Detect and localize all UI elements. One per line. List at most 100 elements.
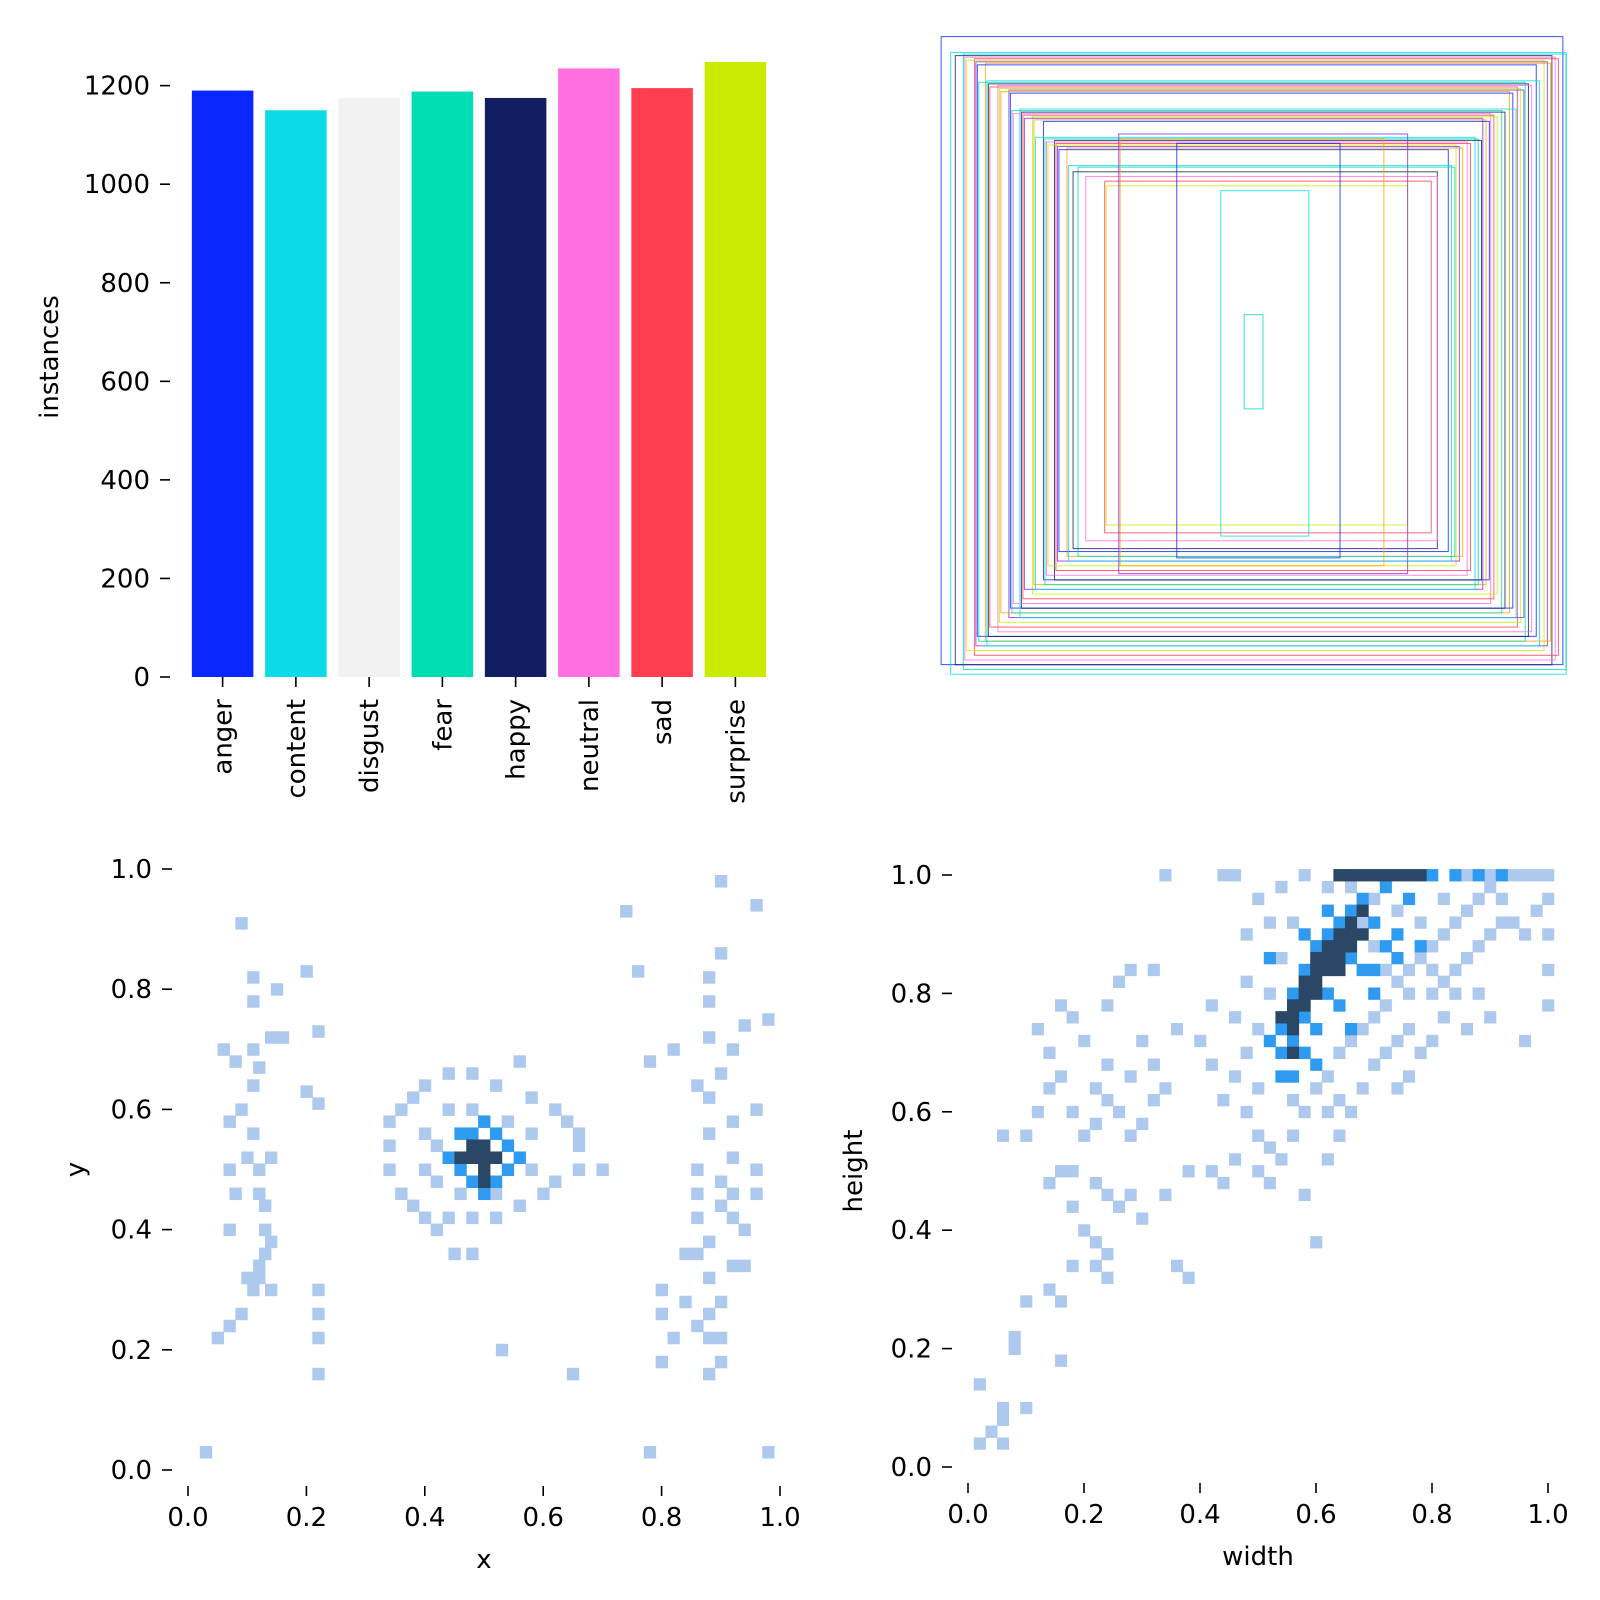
heatmap-cell (1229, 1153, 1242, 1166)
heatmap-cell (418, 1079, 432, 1092)
heatmap-cell (1333, 963, 1346, 977)
y-axis-label: height (839, 1130, 869, 1213)
heatmap-cell (247, 971, 260, 984)
heatmap-cell (1403, 987, 1416, 1000)
x-tick-label: 0.2 (286, 1503, 327, 1533)
heatmap-cell (1171, 1259, 1184, 1273)
heatmap-cell (1055, 1354, 1068, 1367)
heatmap-cell (1379, 940, 1392, 953)
heatmap-cell (1287, 999, 1300, 1012)
y-tick-label: 0.4 (891, 1216, 932, 1246)
heatmap-cell (1495, 892, 1508, 906)
heatmap-cell (1379, 1046, 1392, 1060)
heatmap-cell (1252, 1082, 1265, 1095)
heatmap-cell (1368, 892, 1381, 906)
heatmap-cell (1287, 987, 1300, 1000)
heatmap-cell (1298, 1011, 1311, 1024)
heatmap-cell (726, 1115, 740, 1128)
heatmap-cell (738, 1259, 751, 1273)
heatmap-cell (1356, 892, 1369, 906)
bounding-box (1104, 180, 1432, 534)
heatmap-cell (1310, 987, 1323, 1000)
heatmap-cell (1287, 1070, 1300, 1083)
heatmap-cell (997, 1437, 1010, 1450)
heatmap-cell (1507, 869, 1520, 882)
bar-surprise (704, 61, 767, 678)
heatmap-cell (1229, 1070, 1242, 1083)
heatmap-cell (1426, 963, 1439, 977)
heatmap-cell (1205, 1058, 1218, 1071)
heatmap-cell (1345, 951, 1358, 965)
heatmap-cell (1321, 951, 1334, 965)
heatmap-cell (1043, 1082, 1056, 1095)
heatmap-cell (1310, 940, 1323, 953)
heatmap-cell (1310, 1082, 1323, 1095)
bounding-box (1034, 136, 1476, 590)
x-tick-label-fear: fear (428, 699, 458, 751)
x-tick-label: 1.0 (759, 1503, 800, 1533)
heatmap-cell (1136, 1117, 1149, 1131)
heatmap-cell (1437, 892, 1450, 906)
heatmap-cell (1275, 951, 1288, 965)
heatmap-cell (1298, 928, 1311, 941)
heatmap-cell (1356, 928, 1369, 941)
heatmap-cell (247, 1079, 260, 1092)
heatmap-cell (495, 1343, 509, 1357)
width-height-heatmap: 0.0 0.0 0.2 0.2 0.4 0.4 0.6 0.6 0.8 0.8 1.0 1.0 widt… (839, 861, 1569, 1572)
heatmap-cell (1298, 987, 1311, 1000)
heatmap-cell (442, 1067, 455, 1080)
heatmap-cell (667, 1331, 680, 1345)
heatmap-cell (1391, 1034, 1404, 1048)
heatmap-cell (1321, 928, 1334, 941)
heatmap-cell (1461, 951, 1474, 965)
heatmap-cell (703, 1307, 716, 1321)
heatmap-cell (1147, 1058, 1160, 1071)
heatmap-cell (1159, 1082, 1172, 1095)
heatmap-cell (525, 1127, 538, 1140)
bounding-box (1077, 166, 1456, 557)
heatmap-cell (442, 1103, 455, 1116)
heatmap-cell (1008, 1330, 1021, 1344)
heatmap-cell (247, 1283, 260, 1297)
heatmap-cell (501, 1115, 515, 1128)
heatmap-cell (655, 1355, 669, 1369)
heatmap-cell (703, 1367, 716, 1381)
x-tick-label-happy: happy (502, 699, 532, 780)
x-tick-label: 1.0 (1527, 1500, 1568, 1530)
heatmap-cell (466, 1139, 479, 1152)
heatmap-cell (247, 1043, 260, 1056)
heatmap-cell (1263, 951, 1276, 965)
heatmap-cell (1368, 963, 1381, 977)
heatmap-cell (1101, 1058, 1114, 1071)
heatmap-cell (395, 1187, 408, 1201)
heatmap-cell (478, 1187, 491, 1201)
bounding-box (954, 55, 1553, 666)
bounding-box (987, 83, 1529, 638)
y-tick-label: 0.2 (891, 1335, 932, 1365)
heatmap-cell (1217, 1176, 1230, 1190)
heatmap-cell (1426, 987, 1439, 1000)
heatmap-cell (1530, 904, 1543, 917)
y-tick-label: 200 (100, 564, 150, 594)
heatmap-cell (1472, 892, 1485, 906)
heatmap-cell (1287, 916, 1300, 929)
heatmap-cell (229, 1055, 242, 1068)
heatmap-cell (466, 1067, 479, 1080)
heatmap-cell (466, 1247, 479, 1261)
heatmap-cell (632, 965, 645, 978)
x-tick-label: 0.0 (947, 1500, 988, 1530)
y-tick-label: 0.8 (891, 979, 932, 1009)
heatmap-cell (1287, 1011, 1300, 1024)
x-tick-label-surprise: surprise (721, 699, 751, 804)
heatmap-cell (1426, 1034, 1439, 1048)
heatmap-cell (1333, 916, 1346, 929)
bounding-box (1085, 175, 1438, 542)
heatmap-cell (478, 1115, 491, 1128)
heatmap-cell (489, 1079, 503, 1092)
bar-sad (631, 88, 693, 677)
bounding-box (1067, 165, 1453, 562)
heatmap-cell (253, 1259, 266, 1273)
heatmap-cell (726, 1259, 740, 1273)
heatmap-cell (1530, 869, 1543, 882)
